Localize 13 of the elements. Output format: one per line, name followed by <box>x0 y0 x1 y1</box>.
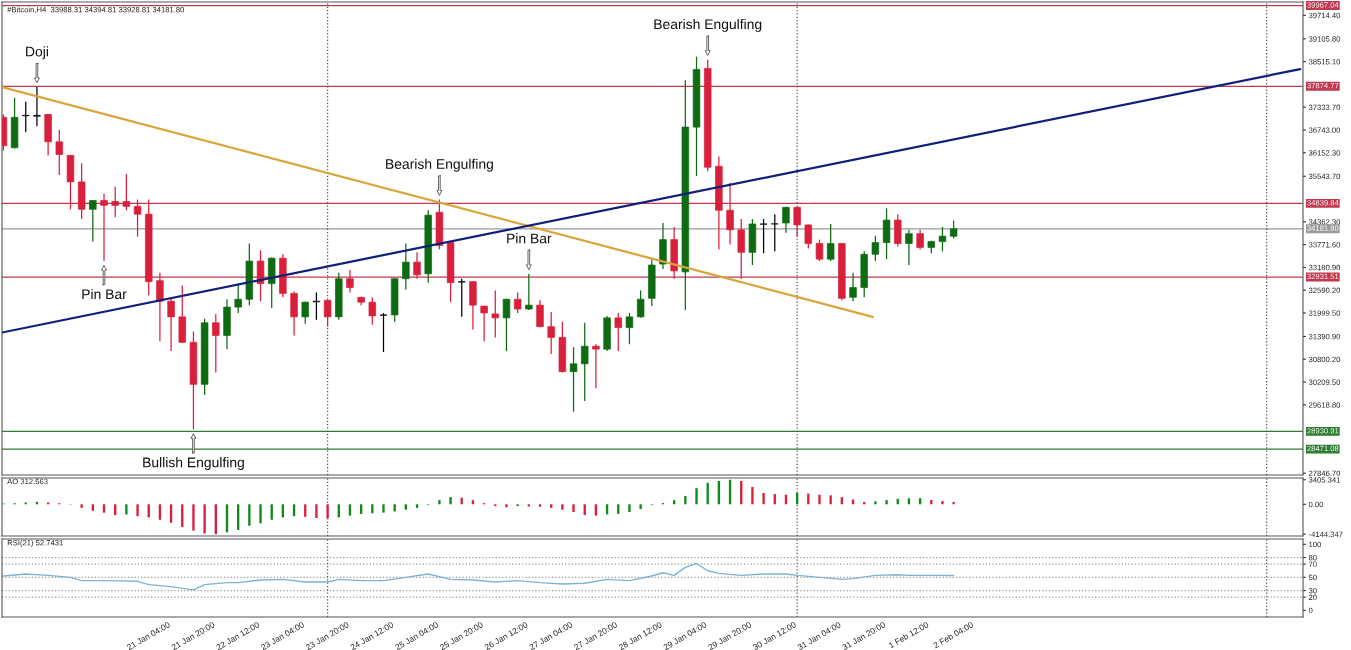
annotation: Bullish Engulfing <box>143 457 244 471</box>
annotation: Doji <box>26 46 48 60</box>
x-tick-label: 25 Jan 04:00 <box>394 621 439 650</box>
x-tick-label: 31 Jan 04:00 <box>797 621 842 650</box>
annotation: Bearish Engulfing <box>654 18 762 32</box>
x-tick-label: 29 Jan 04:00 <box>663 621 708 650</box>
x-tick-label: 23 Jan 04:00 <box>260 621 305 650</box>
annotation: Pin Bar <box>82 288 127 300</box>
x-tick-label: 2 Feb 04:00 <box>932 621 974 649</box>
annotation: Pin Bar <box>507 233 552 244</box>
annotation: Bearish Engulfing <box>386 158 493 172</box>
x-tick-label: 21 Jan 04:00 <box>126 621 171 650</box>
x-tick-label: 27 Jan 04:00 <box>528 621 573 650</box>
